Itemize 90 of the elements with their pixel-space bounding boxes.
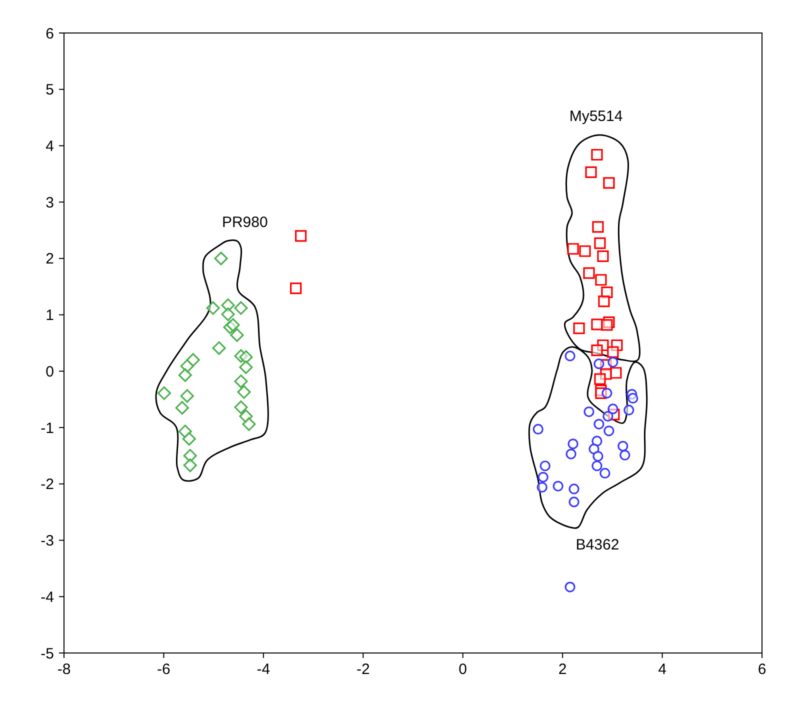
point bbox=[178, 368, 192, 382]
point bbox=[180, 389, 194, 403]
point bbox=[182, 432, 196, 446]
y-tick-label: 0 bbox=[46, 363, 54, 380]
point bbox=[239, 350, 253, 364]
y-tick-label: -4 bbox=[40, 588, 54, 606]
x-tick-label: -6 bbox=[157, 661, 170, 678]
point bbox=[237, 385, 251, 399]
point bbox=[607, 346, 619, 358]
y-tick-label: -1 bbox=[40, 420, 54, 437]
point bbox=[585, 166, 597, 178]
point bbox=[591, 344, 603, 356]
point bbox=[573, 322, 585, 334]
point bbox=[604, 426, 614, 436]
point bbox=[592, 436, 602, 446]
point bbox=[175, 401, 189, 415]
point bbox=[603, 177, 615, 189]
point bbox=[608, 356, 618, 368]
x-tick-label: -4 bbox=[256, 661, 270, 678]
point bbox=[206, 301, 220, 315]
point bbox=[564, 350, 576, 362]
point bbox=[579, 245, 591, 257]
point bbox=[602, 410, 614, 422]
x-tick-label: 6 bbox=[758, 661, 766, 678]
x-tick-label: -2 bbox=[356, 661, 370, 678]
point bbox=[234, 400, 248, 414]
y-tick-label: 4 bbox=[46, 138, 54, 155]
annotation: B4362 bbox=[576, 536, 620, 554]
point bbox=[594, 358, 604, 370]
point bbox=[600, 468, 610, 478]
point bbox=[601, 319, 613, 331]
point bbox=[536, 482, 548, 493]
point bbox=[568, 496, 580, 508]
point bbox=[239, 360, 253, 374]
point bbox=[594, 418, 604, 430]
point bbox=[212, 341, 226, 355]
point bbox=[566, 448, 576, 460]
point bbox=[602, 388, 612, 398]
y-tick-label: -3 bbox=[40, 532, 54, 550]
point bbox=[540, 460, 550, 472]
point bbox=[538, 472, 548, 482]
point bbox=[584, 406, 594, 418]
y-tick-label: 2 bbox=[46, 250, 54, 268]
point bbox=[595, 274, 607, 286]
point bbox=[234, 374, 248, 388]
point bbox=[624, 404, 634, 416]
point bbox=[234, 301, 248, 315]
point bbox=[183, 458, 197, 472]
point bbox=[594, 373, 606, 385]
point bbox=[594, 237, 606, 250]
point bbox=[618, 440, 628, 452]
point bbox=[628, 392, 638, 404]
point bbox=[183, 448, 197, 463]
point bbox=[295, 230, 307, 242]
x-tick-label: 4 bbox=[658, 661, 666, 678]
y-tick-label: 3 bbox=[46, 194, 54, 212]
annotation: My5514 bbox=[569, 108, 623, 126]
point bbox=[620, 450, 630, 460]
point bbox=[221, 307, 235, 322]
point bbox=[568, 484, 580, 494]
annotation: PR980 bbox=[222, 214, 268, 231]
point bbox=[583, 267, 595, 279]
point bbox=[290, 282, 302, 294]
point bbox=[608, 404, 618, 414]
y-tick-label: -5 bbox=[40, 645, 54, 662]
point bbox=[567, 243, 579, 255]
y-tick-label: 6 bbox=[46, 25, 54, 42]
y-tick-label: -2 bbox=[40, 476, 54, 494]
point bbox=[532, 424, 544, 435]
point bbox=[591, 148, 603, 161]
point bbox=[592, 451, 604, 462]
x-tick-label: -8 bbox=[57, 661, 71, 678]
y-tick-label: 1 bbox=[46, 307, 54, 324]
point bbox=[226, 318, 240, 332]
point bbox=[564, 582, 576, 592]
point bbox=[568, 438, 578, 450]
point bbox=[592, 460, 602, 472]
point bbox=[598, 295, 610, 308]
point bbox=[597, 250, 609, 262]
point bbox=[180, 359, 194, 373]
point bbox=[230, 328, 244, 342]
point bbox=[242, 417, 256, 431]
point bbox=[214, 252, 228, 266]
point bbox=[588, 444, 600, 454]
x-tick-label: 2 bbox=[558, 661, 567, 678]
x-tick-label: 0 bbox=[458, 661, 468, 678]
point bbox=[157, 386, 172, 400]
y-tick-label: 5 bbox=[46, 82, 54, 99]
point bbox=[592, 221, 604, 233]
point bbox=[552, 480, 564, 492]
